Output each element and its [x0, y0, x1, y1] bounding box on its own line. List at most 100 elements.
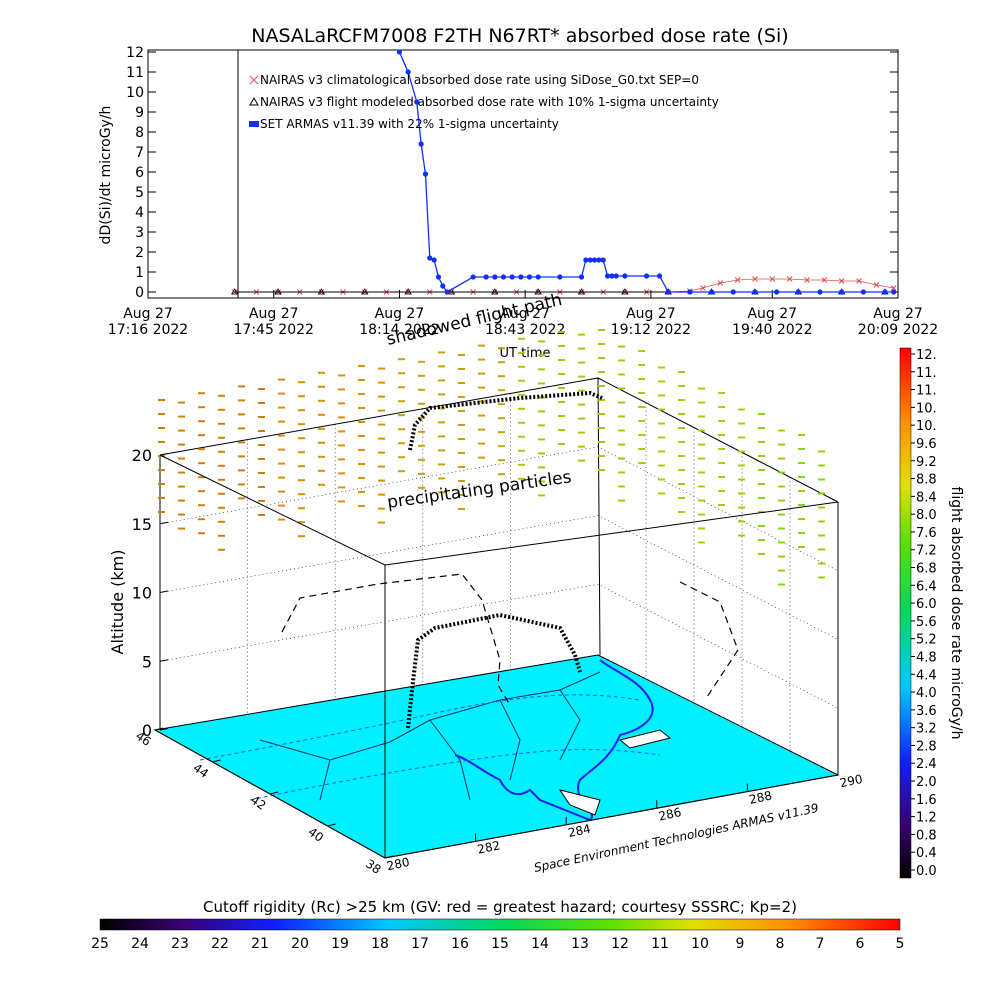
y-tick-label: 3 [135, 225, 144, 241]
z-tick [159, 521, 169, 525]
legend: NAIRAS v3 climatological absorbed dose r… [249, 73, 719, 131]
x-tick-label-time: 20:09 2022 [858, 322, 938, 338]
lat-tick [327, 823, 336, 827]
rigidity-colorbar-tick-label: 19 [331, 936, 349, 952]
rigidity-colorbar-tick-label: 6 [856, 936, 865, 952]
data-point-armas [414, 99, 420, 105]
x-tick-label-time: 17:16 2022 [108, 322, 188, 338]
dose-colorbar-tick-label: 9.2 [916, 455, 937, 470]
data-point-nairas-flight [274, 288, 282, 295]
data-point-nairas-climatological [752, 276, 758, 282]
data-point-armas [891, 289, 897, 295]
x-tick-label-date: Aug 27 [123, 306, 173, 322]
data-point-armas [578, 274, 585, 280]
rigidity-colorbar-tick-label: 24 [131, 936, 149, 952]
front-edges [154, 454, 839, 859]
lon-tick-label: 282 [476, 838, 501, 856]
x-tick-label-date: Aug 27 [249, 306, 299, 322]
data-point-armas [422, 171, 429, 177]
data-point-armas [396, 49, 403, 55]
data-point-nairas-climatological [734, 277, 741, 283]
data-point-armas [535, 274, 541, 280]
data-point-armas [557, 274, 563, 280]
dose-colorbar-tick-label: 8.8 [916, 473, 937, 488]
rigidity-colorbar-title: Cutoff rigidity (Rc) >25 km (GV: red = g… [203, 898, 797, 916]
dose-colorbar-tick-label: 10. [916, 419, 937, 434]
x-tick-label-time: 17:45 2022 [234, 322, 314, 338]
rigidity-colorbar-tick-label: 18 [371, 936, 389, 952]
lat-tick [212, 759, 221, 763]
x-tick-label-date: Aug 27 [747, 306, 797, 322]
data-point-nairas-climatological [821, 277, 828, 283]
lon-tick-label: 284 [567, 822, 592, 840]
data-point-nairas-climatological [786, 276, 793, 282]
rigidity-colorbar-tick-label: 14 [531, 936, 549, 952]
rigidity-colorbar-tick-label: 15 [491, 936, 509, 952]
legend-label: NAIRAS v3 flight modeled absorbed dose r… [260, 95, 719, 109]
dose-rate-time-series: NASALaRCFM7008 F2TH N67RT* absorbed dose… [98, 25, 938, 361]
lon-tick-label: 286 [657, 805, 682, 823]
data-point-armas [622, 273, 628, 279]
z-tick-label: 20 [132, 446, 152, 465]
z-tick-label: 0 [142, 721, 152, 740]
wall-grid [159, 393, 839, 751]
data-point-armas [860, 289, 866, 295]
data-point-armas [604, 273, 611, 279]
dose-colorbar-tick-label: 7.6 [916, 526, 937, 541]
dose-colorbar-tick-label: 8.0 [916, 508, 937, 523]
y-tick-label: 12 [126, 45, 144, 61]
dose-colorbar: 12. 11. 11. 10. 10. 9.6 9.2 8.8 8.4 8.0 7.6 7.2 6.8 6… [899, 347, 964, 879]
x-tick-label-date: Aug 27 [626, 306, 676, 322]
rigidity-colorbar-gradient [99, 918, 901, 931]
dose-colorbar-tick-label: 11. [916, 366, 937, 381]
coast-detail [558, 789, 601, 816]
data-point-armas [483, 274, 489, 280]
chart-title: NASALaRCFM7008 F2TH N67RT* absorbed dose… [251, 25, 788, 47]
z-tick [159, 453, 169, 456]
dose-colorbar-tick-label: 11. [916, 384, 937, 399]
plot-frame [147, 49, 899, 299]
x-tick-label-date: Aug 27 [873, 306, 923, 322]
x-tick-label-date: Aug 27 [375, 306, 425, 322]
marker-stroke [873, 282, 880, 288]
data-point-armas [643, 273, 650, 279]
data-point-armas [526, 274, 533, 280]
lat-tick [384, 855, 394, 859]
dose-colorbar-tick-label: 7.2 [916, 544, 937, 559]
altitude-axis: 0 5 10 15 20 [132, 446, 169, 740]
data-point-nairas-flight [534, 288, 542, 295]
data-point-armas [470, 274, 476, 280]
dose-colorbar-tick-label: 3.2 [916, 722, 937, 737]
rigidity-colorbar-tick-label: 12 [611, 936, 629, 952]
precipitating-particles [158, 329, 825, 586]
z-axis-label: Altitude (km) [108, 550, 127, 655]
wall-gridline [159, 583, 839, 709]
dose-colorbar-tick-label: 4.0 [916, 686, 937, 701]
rigidity-colorbar-tick-label: 16 [451, 936, 469, 952]
y-tick-label: 1 [135, 265, 144, 281]
data-point-armas [518, 274, 524, 280]
dose-colorbar-tick-label: 6.8 [916, 562, 937, 577]
data-point-armas [817, 289, 823, 295]
lat-tick-label: 42 [248, 793, 269, 813]
data-point-armas [591, 257, 598, 263]
marker-stroke [856, 278, 862, 284]
data-point-armas [431, 257, 437, 263]
dose-colorbar-tick-label: 8.4 [916, 490, 937, 505]
z-tick-label: 15 [132, 515, 152, 534]
dose-colorbar-tick-label: 5.2 [916, 633, 937, 648]
wall-gridline [159, 446, 839, 572]
y-tick-label: 0 [135, 285, 144, 301]
data-point-armas [600, 257, 606, 263]
dose-colorbar-tick-label: 2.0 [916, 775, 937, 790]
dose-colorbar-tick-label: 1.2 [916, 811, 937, 826]
lat-tick-label: 38 [363, 857, 384, 877]
y-tick-label: 4 [135, 205, 144, 221]
data-point-nairas-flight [404, 288, 412, 295]
rigidity-colorbar-tick-label: 10 [691, 936, 709, 952]
rigidity-colorbar-tick-label: 25 [91, 936, 109, 952]
z-tick [159, 590, 169, 593]
flight-path [406, 390, 603, 729]
